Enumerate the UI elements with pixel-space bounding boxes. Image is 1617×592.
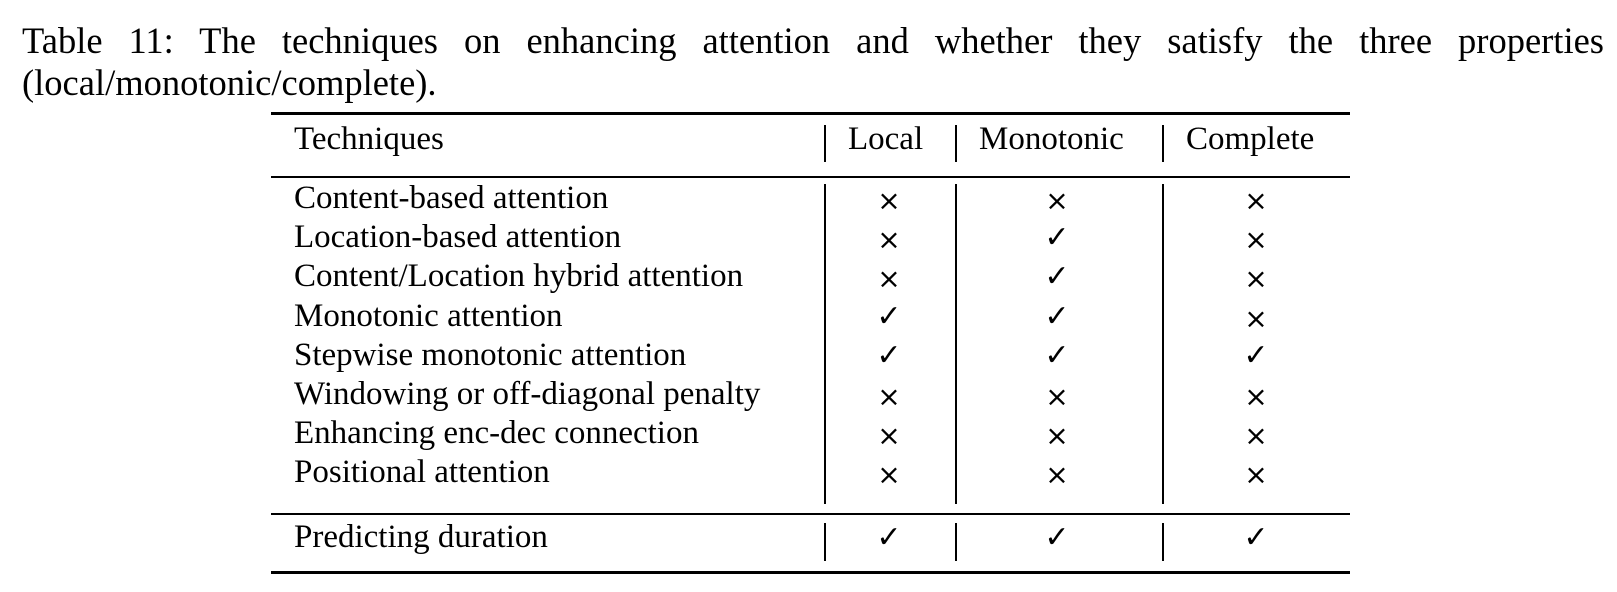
column-divider [955,125,957,162]
header-rule [271,176,1350,178]
local-cross-icon: × [877,184,901,217]
complete-cross-icon: × [1244,223,1268,256]
column-divider [955,523,957,561]
header-monotonic: Monotonic [979,121,1124,157]
bottom-rule [271,571,1350,574]
complete-cross-icon: × [1244,458,1268,491]
local-check-icon: ✓ [876,520,902,555]
monotonic-check-icon: ✓ [1044,520,1070,555]
monotonic-cross-icon: × [1045,184,1069,217]
caption-line-1: Table 11: The techniques on enhancing at… [22,20,1604,61]
local-cross-icon: × [877,223,901,256]
complete-cross-icon: × [1244,262,1268,295]
local-cross-icon: × [877,380,901,413]
local-cross-icon: × [877,419,901,452]
column-divider [1162,125,1164,162]
table-caption: Table 11: The techniques on enhancing at… [22,20,1604,104]
column-divider [824,125,826,162]
monotonic-check-icon: ✓ [1044,220,1070,255]
technique-name: Windowing or off-diagonal penalty [294,376,761,412]
complete-check-icon: ✓ [1243,338,1269,373]
technique-name: Stepwise monotonic attention [294,337,687,373]
monotonic-check-icon: ✓ [1044,338,1070,373]
caption-line-2: (local/monotonic/complete). [22,62,437,103]
column-divider [824,184,826,504]
complete-check-icon: ✓ [1243,520,1269,555]
technique-name: Content/Location hybrid attention [294,258,744,294]
header-techniques: Techniques [294,121,444,157]
header-local: Local [848,121,924,157]
complete-cross-icon: × [1244,419,1268,452]
header-complete: Complete [1186,121,1315,157]
local-check-icon: ✓ [876,338,902,373]
monotonic-cross-icon: × [1045,458,1069,491]
technique-name: Location-based attention [294,219,622,255]
monotonic-cross-icon: × [1045,419,1069,452]
monotonic-cross-icon: × [1045,380,1069,413]
technique-name: Positional attention [294,454,550,490]
top-rule [271,112,1350,115]
complete-cross-icon: × [1244,184,1268,217]
technique-name: Predicting duration [294,519,548,555]
local-cross-icon: × [877,262,901,295]
column-divider [955,184,957,504]
technique-name: Monotonic attention [294,298,563,334]
local-cross-icon: × [877,458,901,491]
technique-name: Content-based attention [294,180,609,216]
local-check-icon: ✓ [876,299,902,334]
column-divider [1162,184,1164,504]
complete-cross-icon: × [1244,380,1268,413]
monotonic-check-icon: ✓ [1044,259,1070,294]
column-divider [1162,523,1164,561]
midrule [271,513,1350,515]
technique-name: Enhancing enc-dec connection [294,415,699,451]
monotonic-check-icon: ✓ [1044,299,1070,334]
complete-cross-icon: × [1244,302,1268,335]
column-divider [824,523,826,561]
